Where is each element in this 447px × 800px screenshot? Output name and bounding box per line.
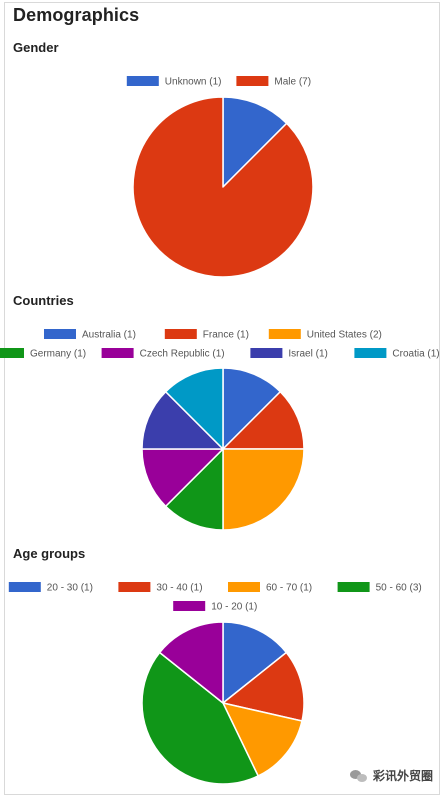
countries-pie-chart: Australia (1) France (1) United States (2)…: [0, 329, 440, 531]
legend-label-unknown: Unknown (1): [165, 77, 222, 88]
pie-slice-france[interactable]: [222, 390, 305, 450]
legend-label-10-20: 10 - 20 (1): [211, 602, 257, 613]
legend-label-germany: Germany (1): [30, 349, 86, 360]
pie-slice-30-40[interactable]: [222, 651, 305, 722]
pie-slice-10-20[interactable]: [158, 621, 224, 704]
legend-label-croatia: Croatia (1): [392, 349, 439, 360]
legend-swatch-czech-republic: [101, 348, 134, 358]
page-title: Demographics: [13, 5, 140, 25]
pie-slice-croatia[interactable]: [164, 367, 224, 450]
pie-slice-male[interactable]: [132, 96, 314, 278]
legend-swatch-male: [236, 76, 269, 86]
legend-swatch-unknown: [126, 76, 159, 86]
legend-label-france: France (1): [203, 330, 249, 341]
pie-slice-israel[interactable]: [141, 390, 224, 450]
legend-swatch-israel: [250, 348, 283, 358]
legend-swatch-50-60: [337, 582, 370, 592]
legend-swatch-30-40: [118, 582, 151, 592]
countries-chart-title: Countries: [13, 293, 74, 308]
watermark-text: 彩讯外贸圈: [372, 769, 433, 783]
pie-slice-germany[interactable]: [164, 448, 224, 531]
legend-label-male: Male (7): [274, 77, 311, 88]
legend-swatch-united-states: [268, 329, 301, 339]
legend-label-60-70: 60 - 70 (1): [266, 583, 312, 594]
legend-swatch-france: [164, 329, 197, 339]
pie-slice-60-70[interactable]: [222, 702, 303, 777]
legend-label-20-30: 20 - 30 (1): [47, 583, 93, 594]
legend-swatch-60-70: [228, 582, 260, 592]
legend-label-australia: Australia (1): [82, 330, 136, 341]
gender-chart-title: Gender: [13, 40, 59, 55]
pie-slice-australia[interactable]: [222, 367, 282, 450]
chat-bubbles-icon: [349, 769, 368, 783]
age-groups-pie-chart: 20 - 30 (1) 30 - 40 (1) 60 - 70 (1) 50 - 60…: [8, 582, 422, 785]
pie-slice-20-30[interactable]: [222, 621, 288, 704]
legend-label-30-40: 30 - 40 (1): [156, 583, 202, 594]
legend-swatch-croatia: [354, 348, 387, 358]
legend-swatch-10-20: [173, 601, 206, 611]
legend-swatch-australia: [44, 329, 76, 339]
legend-label-50-60: 50 - 60 (3): [376, 583, 422, 594]
legend-label-united-states: United States (2): [307, 330, 382, 341]
pie-slice-unknown[interactable]: [222, 96, 288, 188]
pie-slice-50-60[interactable]: [141, 651, 259, 785]
pie-slice-czech-republic[interactable]: [141, 448, 224, 508]
gender-pie-chart: Unknown (1) Male (7): [126, 76, 314, 278]
legend-label-israel: Israel (1): [288, 349, 327, 360]
watermark: 彩讯外贸圈: [349, 767, 433, 784]
pie-slice-united-states[interactable]: [222, 448, 305, 531]
age-groups-chart-title: Age groups: [13, 546, 86, 561]
legend-label-czech-republic: Czech Republic (1): [140, 349, 225, 360]
legend-swatch-20-30: [8, 582, 41, 592]
legend-swatch-germany: [0, 348, 24, 358]
